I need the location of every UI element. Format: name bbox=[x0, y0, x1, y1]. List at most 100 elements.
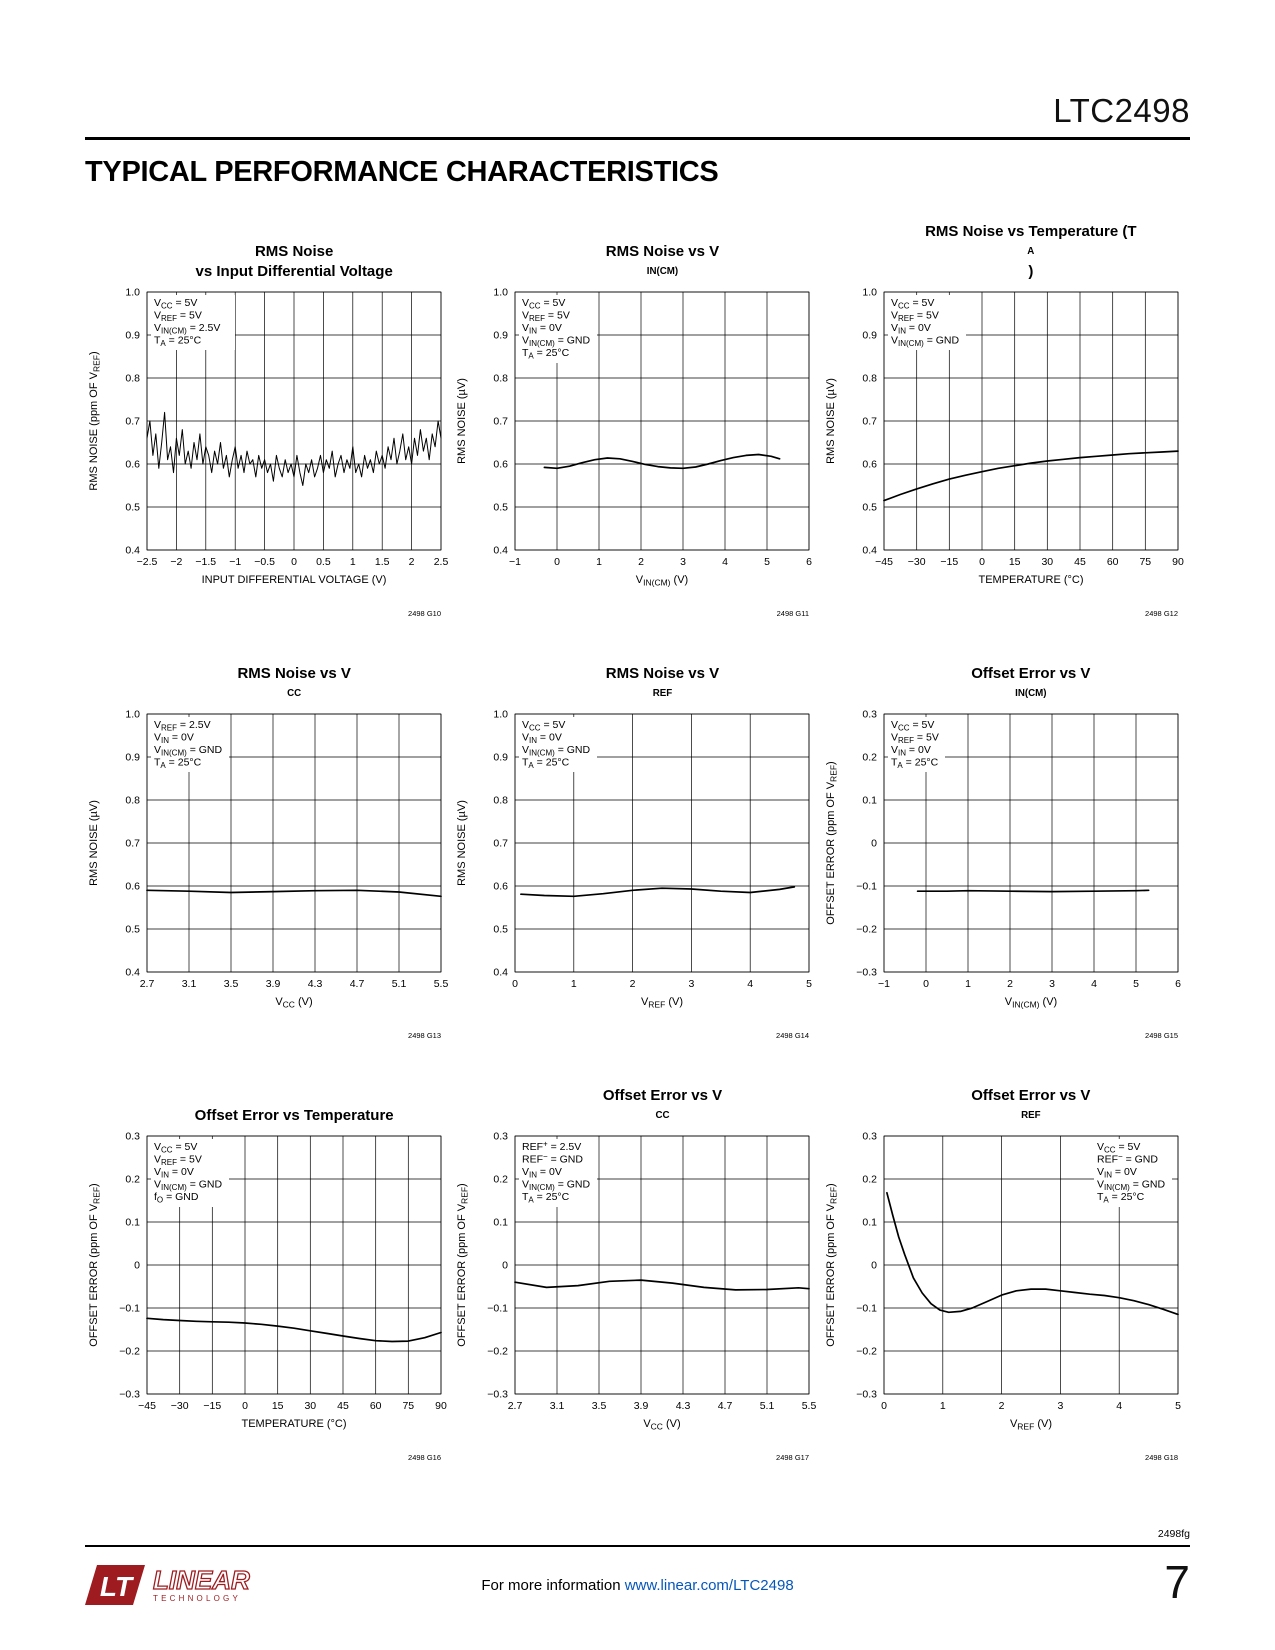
y-tick-label: 0.4 bbox=[494, 545, 509, 557]
y-tick-label: 0.6 bbox=[126, 459, 141, 471]
annotation-box bbox=[151, 295, 236, 350]
chart-annotation: TA = 25°C bbox=[154, 757, 202, 771]
chart-annotation: VCC = 5V bbox=[891, 297, 934, 311]
y-tick-label: −0.3 bbox=[856, 1389, 877, 1401]
y-tick-label: 0.3 bbox=[494, 1131, 509, 1143]
x-axis-label: VCC (V) bbox=[275, 996, 312, 1010]
y-tick-label: 0.1 bbox=[494, 1217, 509, 1229]
chart-annotation: TA = 25°C bbox=[522, 347, 570, 361]
x-tick-label: 75 bbox=[1139, 556, 1151, 568]
chart-annotation: VCC = 5V bbox=[522, 297, 565, 311]
data-series bbox=[916, 889, 1150, 893]
y-tick-label: 0 bbox=[503, 1260, 509, 1272]
x-tick-label: 30 bbox=[1041, 556, 1053, 568]
chart-annotation: VREF = 5V bbox=[154, 1154, 202, 1168]
x-tick-label: 2 bbox=[630, 978, 636, 990]
x-tick-label: 3.9 bbox=[634, 1400, 649, 1412]
chart-annotation: VREF = 5V bbox=[891, 310, 939, 324]
graph-id: 2498 G16 bbox=[408, 1453, 441, 1462]
chart-annotation: VIN(CM) = GND bbox=[522, 1179, 591, 1193]
x-tick-label: 3.1 bbox=[182, 978, 197, 990]
chart-annotation: VIN = 0V bbox=[1097, 1166, 1137, 1180]
graph-id: 2498 G11 bbox=[777, 609, 809, 618]
x-tick-label: −30 bbox=[171, 1400, 189, 1412]
page-footer: 2498fg LT LINEAR TECHNOLOGY For more inf… bbox=[85, 1528, 1190, 1621]
product-link[interactable]: www.linear.com/LTC2498 bbox=[624, 1577, 794, 1594]
x-tick-label: 5.5 bbox=[434, 978, 449, 990]
x-axis-label: VIN(CM) (V) bbox=[636, 574, 688, 588]
data-series bbox=[514, 1279, 811, 1291]
y-tick-label: 0.2 bbox=[862, 1174, 877, 1186]
chart-annotation: VIN = 0V bbox=[522, 732, 562, 746]
y-tick-label: −0.3 bbox=[119, 1389, 140, 1401]
x-tick-label: 5.1 bbox=[392, 978, 407, 990]
chart-2498-g17: Offset Error vs V CC −0.3 −0.2 −0.1 0 0.1 0.2 0… bbox=[453, 1082, 821, 1466]
x-axis-label: TEMPERATURE (°C) bbox=[978, 574, 1083, 586]
y-axis-label: OFFSET ERROR (ppm OF VREF) bbox=[825, 761, 839, 924]
chart-title: RMS Noise vs V IN(CM) bbox=[605, 243, 720, 277]
chart-plot: 0.4 0.5 0.6 0.7 0.8 0.9 1.0 2.7 3.1 3.5 3.9 4.3 4.7 5… bbox=[88, 709, 449, 1040]
y-tick-label: −0.2 bbox=[488, 1346, 509, 1358]
data-series bbox=[882, 450, 1179, 502]
annotation-box bbox=[519, 295, 598, 363]
y-tick-label: 0.2 bbox=[494, 1174, 509, 1186]
data-series bbox=[146, 889, 443, 898]
grid-lines bbox=[146, 291, 442, 551]
x-tick-label: 0 bbox=[291, 556, 297, 568]
chart-annotation: TA = 25°C bbox=[891, 757, 939, 771]
chart-annotation: VIN(CM) = GND bbox=[891, 335, 960, 349]
chart-annotation: VREF = 2.5V bbox=[154, 719, 211, 733]
y-tick-label: 0.4 bbox=[126, 967, 141, 979]
x-tick-label: −2.5 bbox=[137, 556, 158, 568]
x-tick-label: 1 bbox=[940, 1400, 946, 1412]
x-tick-label: −0.5 bbox=[254, 556, 275, 568]
chart-plot: 0.4 0.5 0.6 0.7 0.8 0.9 1.0 −2.5 −2 −1.5 −1 −0.5 0 0.… bbox=[88, 287, 448, 618]
x-tick-label: 2 bbox=[1007, 978, 1013, 990]
footer-row: LT LINEAR TECHNOLOGY For more informatio… bbox=[85, 1556, 1190, 1621]
x-tick-label: 0 bbox=[881, 1400, 887, 1412]
x-tick-label: 4.3 bbox=[308, 978, 323, 990]
annotation-box bbox=[151, 717, 230, 772]
grid-lines bbox=[883, 713, 1179, 973]
y-tick-label: 0.7 bbox=[126, 838, 141, 850]
y-tick-label: 0 bbox=[871, 1260, 877, 1272]
logo-subtext: TECHNOLOGY bbox=[153, 1593, 242, 1603]
x-tick-label: 75 bbox=[403, 1400, 415, 1412]
graph-id: 2498 G15 bbox=[1145, 1031, 1178, 1040]
x-tick-label: 3 bbox=[689, 978, 695, 990]
y-tick-label: 0.1 bbox=[126, 1217, 141, 1229]
annotation-box bbox=[1093, 1139, 1172, 1207]
x-tick-label: 1 bbox=[350, 556, 356, 568]
x-tick-label: 0 bbox=[979, 556, 985, 568]
y-axis-label: RMS NOISE (µV) bbox=[456, 378, 468, 464]
chart-annotation: fO = GND bbox=[154, 1191, 199, 1205]
footer-rule bbox=[85, 1545, 1190, 1547]
annotation-box bbox=[519, 717, 598, 772]
chart-plot: −0.3 −0.2 −0.1 0 0.1 0.2 0.3 −45 −30 −15 0 15 30 45 60… bbox=[88, 1131, 447, 1462]
chart-annotation: VIN = 0V bbox=[891, 322, 931, 336]
y-tick-label: 1.0 bbox=[126, 709, 141, 721]
graph-id: 2498 G14 bbox=[777, 1031, 810, 1040]
x-tick-label: 15 bbox=[1009, 556, 1021, 568]
chart-plot: 0.4 0.5 0.6 0.7 0.8 0.9 1.0 −1 0 1 2 3 4 5 6 VIN(CM) (V… bbox=[456, 287, 812, 618]
charts-grid: RMS Noise vs Input Differential Voltage 0… bbox=[85, 223, 1190, 1466]
x-tick-label: 60 bbox=[370, 1400, 382, 1412]
x-tick-label: −1.5 bbox=[196, 556, 217, 568]
x-tick-label: −1 bbox=[878, 978, 890, 990]
y-tick-label: 0.2 bbox=[862, 752, 877, 764]
grid-lines bbox=[515, 713, 810, 973]
chart-annotation: VCC = 5V bbox=[154, 297, 197, 311]
chart-plot: −0.3 −0.2 −0.1 0 0.1 0.2 0.3 2.7 3.1 3.5 3.9 4.3 4.7… bbox=[456, 1131, 816, 1462]
y-tick-label: −0.1 bbox=[119, 1303, 140, 1315]
chart-2498-g10: RMS Noise vs Input Differential Voltage 0… bbox=[85, 238, 453, 622]
y-tick-label: 0.8 bbox=[862, 373, 877, 385]
x-tick-label: 45 bbox=[1074, 556, 1086, 568]
chart-annotation: TA = 25°C bbox=[522, 757, 570, 771]
chart-2498-g15: Offset Error vs V IN(CM) −0.3 −0.2 −0.1 0 0.1… bbox=[822, 660, 1190, 1044]
annotation-box bbox=[519, 1139, 598, 1207]
chart-annotation: TA = 25°C bbox=[1097, 1191, 1145, 1205]
chart-annotation: VIN = 0V bbox=[891, 744, 931, 758]
chart-plot: 0.4 0.5 0.6 0.7 0.8 0.9 1.0 0 1 2 3 4 5 VREF (V) RMS N… bbox=[456, 709, 812, 1040]
section-title: TYPICAL PERFORMANCE CHARACTERISTICS bbox=[85, 156, 719, 188]
chart-annotation: VCC = 5V bbox=[891, 719, 934, 733]
